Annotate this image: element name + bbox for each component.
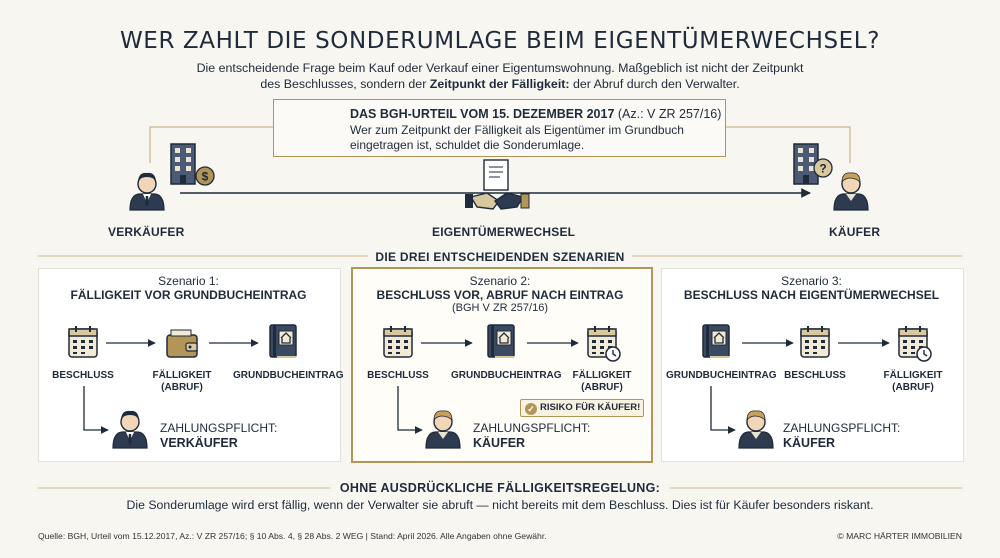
ruling-box — [273, 99, 726, 157]
calendar-icon — [68, 325, 98, 358]
land-register-icon — [487, 324, 515, 358]
wallet-icon — [166, 329, 198, 358]
risk-badge: ✓ RISIKO FÜR KÄUFER! — [520, 399, 644, 417]
step-label: BESCHLUSS — [367, 370, 429, 381]
land-register-icon — [269, 324, 297, 358]
scenario-subtitle: (BGH V ZR 257/16) — [452, 302, 548, 314]
arrow — [83, 386, 109, 434]
arrow — [710, 386, 736, 434]
intro-line2-pre: des Beschlusses, sondern der — [260, 77, 430, 91]
contract-icon — [483, 159, 509, 191]
payment-label: ZAHLUNGSPFLICHT: — [783, 421, 901, 435]
intro-line2-bold: Zeitpunkt der Fälligkeit: — [429, 77, 570, 91]
svg-text:?: ? — [819, 162, 826, 176]
scenario-title: FÄLLIGKEIT VOR GRUNDBUCHEINTRAG — [70, 288, 307, 302]
payment-party: KÄUFER — [783, 436, 836, 450]
scenario-label: Szenario 3: — [781, 274, 842, 288]
intro-text: Die entscheidende Frage beim Kauf oder V… — [150, 60, 850, 92]
source-note: Quelle: BGH, Urteil vom 15.12.2017, Az.:… — [38, 531, 547, 541]
ruling-reference: (Az.: V ZR 257/16) — [617, 107, 722, 121]
handshake-icon — [465, 192, 530, 210]
arrow — [397, 386, 423, 434]
step-label: GRUNDBUCHEINTRAG — [666, 370, 777, 381]
svg-text:$: $ — [202, 170, 209, 184]
transfer-label: EIGENTÜMERWECHSEL — [432, 225, 576, 239]
intro-line2-post: der Abruf durch den Verwalter. — [569, 77, 740, 91]
step-label: FÄLLIGKEIT (ABRUF) — [883, 370, 943, 393]
calendar-clock-icon — [588, 326, 620, 361]
land-register-icon — [702, 324, 730, 358]
payment-obligation: ZAHLUNGSPFLICHT: KÄUFER — [473, 421, 590, 451]
page-title: WER ZAHLT DIE SONDERUMLAGE BEIM EIGENTÜM… — [119, 28, 881, 54]
payment-obligation: ZAHLUNGSPFLICHT: KÄUFER — [783, 421, 900, 451]
bottom-heading: OHNE AUSDRÜCKLICHE FÄLLIGKEITSREGELUNG: — [339, 481, 661, 495]
payment-label: ZAHLUNGSPFLICHT: — [473, 421, 591, 435]
check-icon: ✓ — [525, 403, 537, 415]
scenario-title: BESCHLUSS VOR, ABRUF NACH EINTRAG — [376, 288, 624, 302]
question-icon: ? — [813, 158, 833, 178]
step-label: BESCHLUSS — [52, 370, 114, 381]
calendar-icon — [800, 325, 830, 358]
buyer-avatar-icon — [833, 172, 869, 211]
copyright: © MARC HÄRTER IMMOBILIEN — [837, 531, 962, 541]
step-label: FÄLLIGKEIT (ABRUF) — [152, 370, 212, 393]
payment-party: KÄUFER — [473, 436, 526, 450]
buyer-label: KÄUFER — [829, 225, 881, 239]
seller-label: VERKÄUFER — [108, 225, 185, 239]
calendar-clock-icon — [899, 326, 931, 361]
ruling-heading: DAS BGH-URTEIL VOM 15. DEZEMBER 2017 — [350, 107, 615, 121]
seller-avatar-icon — [112, 410, 148, 449]
calendar-icon — [383, 325, 413, 358]
buyer-avatar-icon — [425, 410, 461, 449]
step-label: FÄLLIGKEIT (ABRUF) — [572, 370, 632, 393]
intro-line1: Die entscheidende Frage beim Kauf oder V… — [196, 61, 804, 75]
ruling-text: Wer zum Zeitpunkt der Fälligkeit als Eig… — [350, 123, 684, 152]
scenarios-heading: DIE DREI ENTSCHEIDENDEN SZENARIEN — [375, 250, 625, 264]
buyer-avatar-icon — [738, 410, 774, 449]
scenario-label: Szenario 1: — [158, 274, 219, 288]
step-label: GRUNDBUCHEINTRAG — [451, 370, 562, 381]
payment-obligation: ZAHLUNGSPFLICHT: VERKÄUFER — [160, 421, 277, 451]
scenario-title: BESCHLUSS NACH EIGENTÜMERWECHSEL — [683, 288, 940, 302]
payment-label: ZAHLUNGSPFLICHT: — [160, 421, 278, 435]
risk-badge-label: RISIKO FÜR KÄUFER! — [540, 402, 641, 413]
step-label: GRUNDBUCHEINTRAG — [233, 370, 344, 381]
ruling-title: DAS BGH-URTEIL VOM 15. DEZEMBER 2017 (Az… — [350, 107, 721, 121]
seller-avatar-icon — [129, 172, 165, 211]
scenario-label: Szenario 2: — [469, 274, 531, 288]
money-icon: $ — [195, 166, 215, 186]
step-label: BESCHLUSS — [784, 370, 846, 381]
building-icon — [170, 143, 196, 185]
payment-party: VERKÄUFER — [160, 436, 238, 450]
bottom-text: Die Sonderumlage wird erst fällig, wenn … — [126, 498, 874, 512]
